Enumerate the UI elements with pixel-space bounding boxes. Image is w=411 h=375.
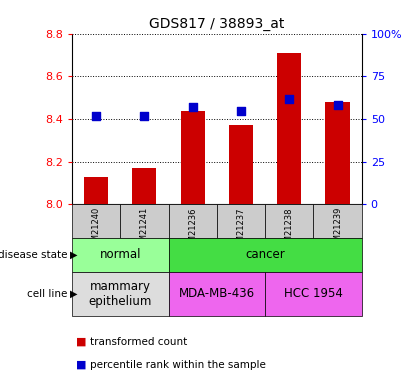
Bar — [72, 204, 120, 238]
Text: percentile rank within the sample: percentile rank within the sample — [90, 360, 266, 369]
Bar — [169, 272, 265, 316]
Text: mammary
epithelium: mammary epithelium — [88, 280, 152, 308]
Text: disease state: disease state — [0, 250, 68, 260]
Title: GDS817 / 38893_at: GDS817 / 38893_at — [149, 17, 284, 32]
Bar — [265, 204, 314, 238]
Text: ■: ■ — [76, 360, 87, 369]
Text: GSM21239: GSM21239 — [333, 207, 342, 252]
Bar — [84, 177, 108, 204]
Text: transformed count: transformed count — [90, 337, 188, 347]
Bar — [277, 53, 301, 204]
Text: HCC 1954: HCC 1954 — [284, 287, 343, 300]
Bar — [217, 204, 265, 238]
Text: GSM21236: GSM21236 — [188, 207, 197, 253]
Bar — [229, 126, 253, 204]
Bar — [326, 102, 350, 204]
Text: GSM21237: GSM21237 — [236, 207, 245, 253]
Bar — [265, 272, 362, 316]
Bar — [314, 204, 362, 238]
Bar — [72, 272, 169, 316]
Bar — [120, 204, 169, 238]
Text: ▶: ▶ — [70, 289, 77, 299]
Text: normal: normal — [99, 249, 141, 261]
Point — [238, 108, 244, 114]
Bar — [169, 238, 362, 272]
Point — [93, 112, 99, 118]
Text: ▶: ▶ — [70, 250, 77, 260]
Point — [286, 96, 293, 102]
Text: GSM21241: GSM21241 — [140, 207, 149, 252]
Point — [141, 112, 148, 118]
Text: ■: ■ — [76, 337, 87, 347]
Text: cell line: cell line — [28, 289, 68, 299]
Bar — [72, 238, 169, 272]
Bar — [169, 204, 217, 238]
Bar — [180, 111, 205, 204]
Bar — [132, 168, 157, 204]
Text: MDA-MB-436: MDA-MB-436 — [179, 287, 255, 300]
Text: GSM21240: GSM21240 — [92, 207, 101, 252]
Text: cancer: cancer — [245, 249, 285, 261]
Point — [189, 104, 196, 110]
Point — [334, 102, 341, 108]
Text: GSM21238: GSM21238 — [285, 207, 294, 253]
